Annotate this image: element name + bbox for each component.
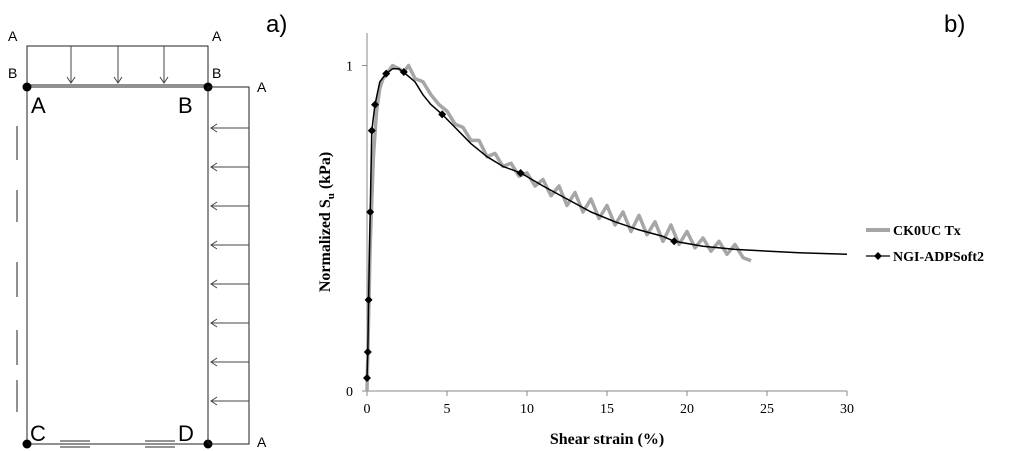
legend-label-ngi-adpsoft2: NGI-ADPSoft2 <box>893 250 984 265</box>
x-tick-label: 5 <box>444 402 451 417</box>
data-point-ngi-adpsoft2 <box>367 126 376 135</box>
top-right-label-a: A <box>212 28 222 44</box>
side-load-box <box>207 86 250 445</box>
series-line-ngi-adpsoft2 <box>366 68 848 379</box>
soil-domain-boundary <box>26 86 209 445</box>
side-top-label-a: A <box>257 79 267 95</box>
side-load-arrows <box>210 123 249 406</box>
x-tick-label: 10 <box>520 402 534 417</box>
top-right-label-b: B <box>212 65 221 81</box>
corner-node-c <box>22 439 32 449</box>
data-point-ngi-adpsoft2 <box>364 295 373 304</box>
chart-axes: 0 5 10 15 20 25 30 0 1 <box>346 33 854 417</box>
corner-node-a <box>22 82 32 92</box>
side-bottom-label-a: A <box>257 434 267 450</box>
corner-label-a: A <box>31 93 46 118</box>
x-tick-label: 30 <box>840 402 854 417</box>
data-point-ngi-adpsoft2 <box>363 373 371 382</box>
legend-label-ck0uc-tx: CK0UC Tx <box>893 224 961 239</box>
panel-b-chart: b) 0 5 10 15 20 25 30 0 1 Shear strain (%) Norma… <box>317 11 984 448</box>
top-left-label-a: A <box>8 28 18 44</box>
x-tick-label: 15 <box>600 402 614 417</box>
x-tick-label: 25 <box>760 402 774 417</box>
x-tick-label: 20 <box>680 402 694 417</box>
legend-entry-ngi-adpsoft2: NGI-ADPSoft2 <box>866 250 984 265</box>
corner-label-d: D <box>178 421 194 446</box>
corner-label-c: C <box>30 421 46 446</box>
y-axis-title: Normalized Su (kPa) <box>317 152 337 292</box>
data-point-ngi-adpsoft2 <box>371 100 379 109</box>
chart-legend: CK0UC Tx NGI-ADPSoft2 <box>866 224 984 265</box>
data-point-ngi-adpsoft2 <box>670 237 679 246</box>
legend-marker-ngi-adpsoft2 <box>874 252 882 260</box>
data-point-ngi-adpsoft2 <box>363 347 372 356</box>
top-load-arrows <box>66 46 169 84</box>
data-point-ngi-adpsoft2 <box>399 68 408 77</box>
y-axis-title-subscript: u <box>325 193 337 199</box>
panel-a-diagram: A A B B A B C D <box>8 11 287 450</box>
legend-entry-ck0uc-tx: CK0UC Tx <box>866 224 961 239</box>
data-point-ngi-adpsoft2 <box>366 208 375 216</box>
series-line-ck0uc-tx <box>365 63 752 392</box>
chart-markers <box>363 68 679 382</box>
y-tick-label: 1 <box>346 60 353 75</box>
data-point-ngi-adpsoft2 <box>438 110 447 119</box>
x-axis-title: Shear strain (%) <box>550 431 664 448</box>
panel-a-label: a) <box>266 11 287 38</box>
data-point-ngi-adpsoft2 <box>516 168 525 177</box>
data-point-ngi-adpsoft2 <box>382 69 391 78</box>
corner-label-b: B <box>178 93 193 118</box>
x-tick-label: 0 <box>364 402 371 417</box>
top-left-label-b: B <box>8 65 17 81</box>
bottom-roller-marks <box>60 440 175 448</box>
panel-b-label: b) <box>944 11 965 38</box>
y-axis-title-main: Normalized S <box>317 199 334 292</box>
y-axis-title-unit: (kPa) <box>317 152 334 193</box>
y-tick-label: 0 <box>346 385 353 400</box>
